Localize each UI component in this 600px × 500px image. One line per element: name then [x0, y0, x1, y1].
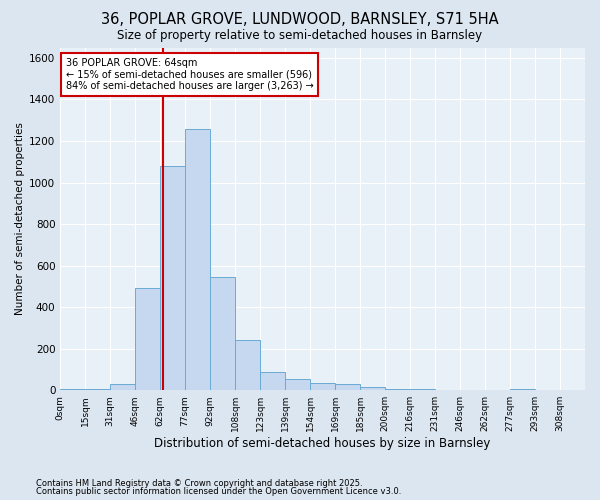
Bar — [260, 372, 285, 390]
Bar — [60, 389, 85, 390]
Bar — [335, 384, 360, 390]
Text: 36 POPLAR GROVE: 64sqm
← 15% of semi-detached houses are smaller (596)
84% of se: 36 POPLAR GROVE: 64sqm ← 15% of semi-det… — [65, 58, 313, 91]
Bar — [310, 383, 335, 390]
Text: Contains HM Land Registry data © Crown copyright and database right 2025.: Contains HM Land Registry data © Crown c… — [36, 478, 362, 488]
Text: 36, POPLAR GROVE, LUNDWOOD, BARNSLEY, S71 5HA: 36, POPLAR GROVE, LUNDWOOD, BARNSLEY, S7… — [101, 12, 499, 28]
Text: Size of property relative to semi-detached houses in Barnsley: Size of property relative to semi-detach… — [118, 29, 482, 42]
Bar — [285, 379, 310, 390]
Bar — [410, 389, 435, 390]
Bar — [385, 389, 410, 390]
Bar — [510, 389, 535, 390]
Bar — [210, 277, 235, 390]
X-axis label: Distribution of semi-detached houses by size in Barnsley: Distribution of semi-detached houses by … — [154, 437, 491, 450]
Bar — [85, 389, 110, 390]
Bar — [360, 387, 385, 390]
Bar — [235, 340, 260, 390]
Bar — [185, 128, 210, 390]
Bar — [160, 166, 185, 390]
Bar — [110, 384, 135, 390]
Text: Contains public sector information licensed under the Open Government Licence v3: Contains public sector information licen… — [36, 487, 401, 496]
Bar — [135, 288, 160, 390]
Y-axis label: Number of semi-detached properties: Number of semi-detached properties — [15, 122, 25, 316]
